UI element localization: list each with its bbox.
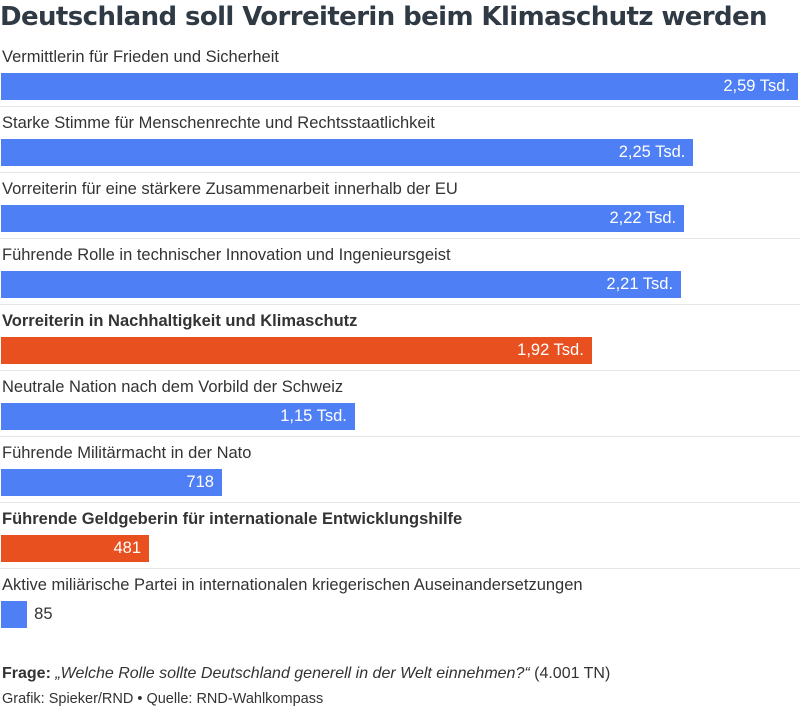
bar — [1, 469, 222, 496]
chart-row: Führende Geldgeberin für internationale … — [0, 506, 800, 572]
bar — [1, 601, 28, 628]
category-label: Vorreiterin in Nachhaltigkeit und Klimas… — [2, 312, 358, 330]
question-suffix: (4.001 TN) — [529, 665, 611, 682]
bar-value-label: 1,15 Tsd. — [280, 407, 347, 425]
bar — [1, 337, 592, 364]
chart-row: Vermittlerin für Frieden und Sicherheit 2… — [0, 44, 800, 110]
bar — [1, 535, 149, 562]
bar-value-label: 718 — [186, 473, 214, 491]
row-divider — [0, 106, 800, 107]
category-label: Vorreiterin für eine stärkere Zusammenar… — [2, 180, 458, 198]
category-label: Starke Stimme für Menschenrechte und Rec… — [2, 114, 435, 132]
bar-value-label: 2,21 Tsd. — [606, 275, 674, 293]
chart-row: Führende Militärmacht in der Nato 718 — [0, 440, 800, 506]
category-label: Aktive miliärische Partei in internation… — [2, 576, 583, 594]
chart-row: Vorreiterin in Nachhaltigkeit und Klimas… — [0, 308, 800, 374]
bar-value-label: 481 — [113, 539, 142, 557]
row-divider — [0, 304, 800, 305]
bar — [1, 73, 798, 100]
chart-row: Starke Stimme für Menschenrechte und Rec… — [0, 110, 800, 176]
row-divider — [0, 436, 800, 437]
row-divider — [0, 238, 800, 239]
row-divider — [0, 172, 800, 173]
category-label: Vermittlerin für Frieden und Sicherheit — [2, 48, 279, 66]
row-divider — [0, 568, 800, 569]
question-prefix: Frage: — [2, 665, 51, 682]
bar-value-label: 85 — [34, 605, 53, 623]
bar — [1, 403, 355, 430]
source-credits: Grafik: Spieker/RND • Quelle: RND-Wahlko… — [2, 691, 324, 707]
bar-value-label: 2,59 Tsd. — [723, 77, 790, 95]
bar-value-label: 1,92 Tsd. — [517, 341, 584, 359]
category-label: Führende Militärmacht in der Nato — [2, 444, 252, 462]
bar — [1, 271, 682, 298]
category-label: Führende Geldgeberin für internationale … — [2, 510, 463, 528]
chart-row: Vorreiterin für eine stärkere Zusammenar… — [0, 176, 800, 242]
chart-row: Führende Rolle in technischer Innovation… — [0, 242, 800, 308]
chart-row: Aktive miliärische Partei in internation… — [0, 572, 800, 638]
survey-question: Frage: „Welche Rolle sollte Deutschland … — [2, 665, 610, 683]
bar — [1, 205, 685, 232]
chart-row: Neutrale Nation nach dem Vorbild der Sch… — [0, 374, 800, 440]
bar-value-label: 2,22 Tsd. — [609, 209, 677, 227]
category-label: Führende Rolle in technischer Innovation… — [2, 246, 451, 264]
bar — [1, 139, 694, 166]
row-divider — [0, 502, 800, 503]
question-text: „Welche Rolle sollte Deutschland generel… — [50, 665, 530, 682]
category-label: Neutrale Nation nach dem Vorbild der Sch… — [2, 378, 344, 396]
bar-value-label: 2,25 Tsd. — [618, 143, 686, 161]
chart-title: Deutschland soll Vorreiterin beim Klimas… — [0, 2, 768, 32]
row-divider — [0, 370, 800, 371]
